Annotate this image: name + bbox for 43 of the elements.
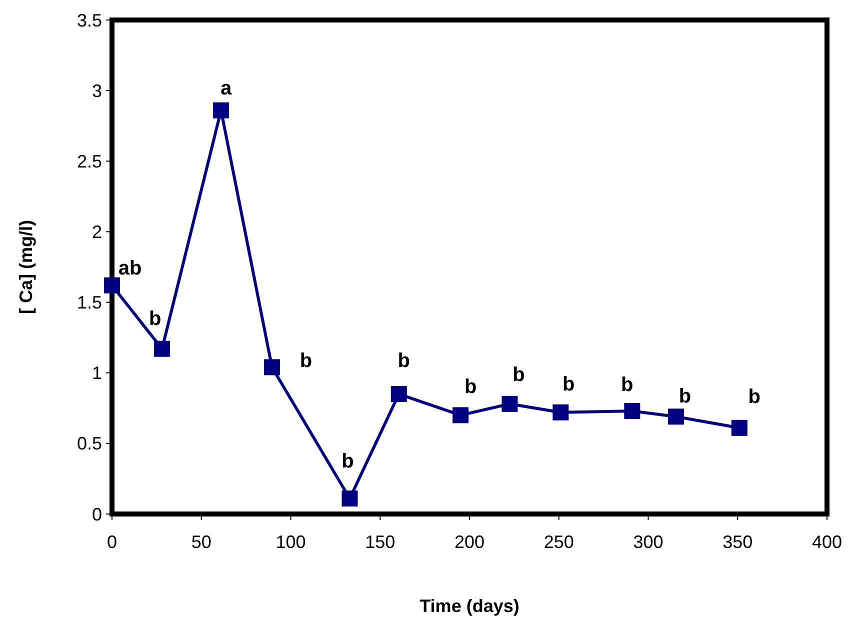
annotation: b xyxy=(300,350,312,372)
annotation: b xyxy=(342,450,354,472)
y-tick-label: 0 xyxy=(92,504,102,524)
y-tick-label: 1.5 xyxy=(76,292,102,313)
x-axis-title: Time (days) xyxy=(420,596,520,616)
point xyxy=(452,407,469,424)
y-tick-label: 2.5 xyxy=(76,151,102,172)
point xyxy=(104,277,120,294)
x-tick-label: 400 xyxy=(812,532,842,552)
point xyxy=(668,408,684,425)
point xyxy=(264,359,280,376)
annotation: b xyxy=(748,386,761,408)
annotation: ab xyxy=(118,257,142,280)
point xyxy=(213,102,230,118)
y-tick-label: 1 xyxy=(92,363,102,384)
annotation: b xyxy=(678,386,692,408)
y-tick-label: 0.5 xyxy=(76,434,102,454)
y-tick-label: 3.5 xyxy=(76,10,102,30)
x-tick-label: 0 xyxy=(106,532,118,552)
annotation: b xyxy=(464,376,477,398)
annotation: b xyxy=(621,374,634,396)
x-tick-label: 100 xyxy=(276,532,306,552)
annotation: b xyxy=(398,350,410,372)
annotation: a xyxy=(220,77,232,100)
x-tick-label: 50 xyxy=(191,532,212,552)
annotation: b xyxy=(512,364,525,386)
y-tick-label: 3 xyxy=(92,80,102,101)
point xyxy=(342,490,358,506)
x-tick-label: 300 xyxy=(633,532,664,552)
x-tick-label: 250 xyxy=(544,532,574,552)
y-tick-label: 2 xyxy=(92,222,102,242)
annotation: b xyxy=(562,373,575,396)
point xyxy=(552,404,569,420)
x-tick-label: 200 xyxy=(454,532,485,552)
point xyxy=(154,340,170,357)
y-axis-title: [ Ca] (mg/l) xyxy=(16,220,36,314)
point xyxy=(731,420,748,436)
x-tick-label: 350 xyxy=(722,532,753,552)
annotation: b xyxy=(148,308,162,330)
point xyxy=(502,396,518,412)
x-tick-label: 150 xyxy=(365,532,396,552)
point xyxy=(624,402,640,419)
point xyxy=(390,386,407,402)
